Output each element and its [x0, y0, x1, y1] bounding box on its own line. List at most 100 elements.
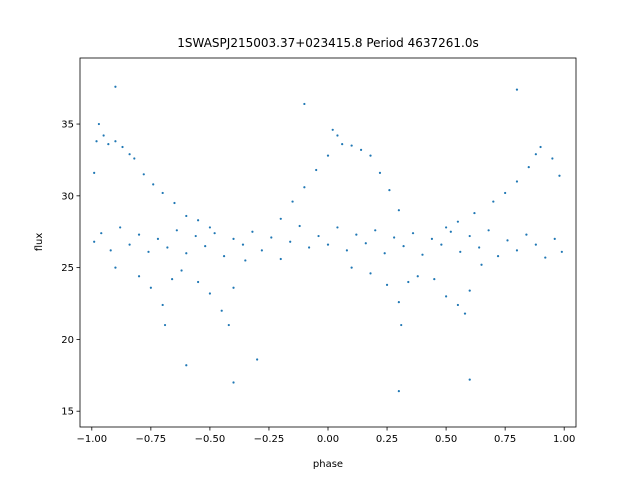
plot-frame: [79, 57, 577, 428]
data-point: [197, 280, 200, 284]
data-point: [445, 295, 448, 298]
data-point: [430, 237, 434, 241]
data-point: [388, 188, 391, 192]
data-point: [291, 200, 294, 203]
data-point: [378, 171, 382, 174]
data-point: [194, 234, 197, 238]
data-point: [504, 191, 507, 195]
data-point: [369, 154, 372, 157]
data-point: [220, 309, 223, 312]
data-point: [93, 240, 96, 243]
data-point: [525, 233, 528, 236]
data-point: [468, 378, 471, 381]
data-point: [473, 211, 476, 215]
data-point: [421, 253, 424, 256]
chart-title: 1SWASPJ215003.37+023415.8 Period 4637261…: [177, 36, 478, 50]
data-point: [152, 183, 155, 186]
data-point: [213, 232, 216, 235]
data-point: [303, 102, 306, 106]
data-point: [393, 236, 396, 239]
data-point: [468, 289, 471, 292]
data-point: [95, 140, 98, 143]
data-point: [102, 134, 105, 137]
y-tick-label: 35: [61, 120, 74, 131]
data-point: [515, 88, 519, 91]
data-point: [326, 154, 330, 157]
data-point: [279, 217, 282, 220]
data-point: [355, 233, 358, 236]
data-point: [407, 280, 410, 284]
data-point: [480, 263, 483, 266]
data-point: [397, 390, 400, 393]
data-point: [539, 145, 542, 149]
data-point: [551, 157, 554, 160]
data-point: [289, 240, 292, 243]
data-point: [527, 166, 530, 169]
data-point: [553, 237, 556, 241]
data-point: [163, 323, 167, 327]
x-tick-label: −1.00: [76, 434, 107, 445]
data-point: [336, 226, 339, 229]
data-point: [100, 232, 103, 235]
data-point: [270, 236, 273, 239]
data-point: [137, 233, 141, 236]
data-point: [359, 148, 363, 151]
data-point: [303, 186, 306, 189]
data-point: [515, 180, 519, 183]
data-point: [175, 229, 178, 232]
data-point: [166, 246, 169, 249]
data-point: [260, 249, 263, 252]
data-point: [232, 286, 235, 289]
data-point: [147, 250, 150, 253]
data-point: [161, 303, 164, 307]
y-tick-label: 20: [61, 335, 74, 346]
data-point: [109, 249, 112, 252]
y-tick-label: 30: [61, 191, 74, 202]
data-point: [478, 246, 481, 249]
x-tick-label: −0.75: [136, 434, 167, 445]
data-point: [222, 255, 226, 258]
data-point: [171, 278, 174, 281]
data-point: [558, 174, 561, 177]
data-point: [385, 283, 389, 286]
data-point: [411, 232, 415, 235]
scatter-points: [93, 85, 563, 393]
data-point: [374, 229, 377, 232]
y-tick-label: 25: [61, 263, 74, 274]
data-point: [449, 230, 452, 233]
data-point: [456, 303, 459, 307]
data-point: [232, 237, 235, 241]
data-point: [149, 286, 152, 289]
data-point: [445, 226, 448, 229]
data-point: [369, 272, 372, 275]
data-point: [185, 252, 188, 255]
data-point: [459, 250, 462, 253]
x-tick-label: 1.00: [553, 434, 575, 445]
data-point: [180, 269, 183, 272]
data-point: [279, 257, 282, 261]
data-point: [345, 249, 348, 252]
y-axis-label: flux: [34, 233, 45, 252]
data-point: [350, 144, 353, 147]
data-point: [137, 275, 141, 278]
x-axis: −1.00 −0.75 −0.50 −0.25 0.00 0.25 0.50 0.75 1.00: [76, 427, 575, 445]
data-point: [336, 134, 339, 137]
data-point: [350, 266, 353, 269]
x-tick-label: 0.00: [317, 434, 339, 445]
x-axis-label: phase: [313, 459, 343, 470]
data-point: [133, 157, 136, 160]
x-tick-label: 0.75: [494, 434, 516, 445]
data-point: [496, 255, 500, 258]
data-point: [93, 171, 96, 174]
data-point: [197, 219, 200, 222]
data-point: [416, 275, 419, 278]
y-tick-label: 15: [61, 407, 74, 418]
data-point: [298, 224, 301, 228]
data-point: [492, 200, 495, 203]
data-point: [128, 243, 131, 246]
data-point: [244, 259, 247, 262]
data-point: [364, 242, 367, 245]
data-point: [468, 234, 471, 238]
data-point: [114, 85, 117, 88]
